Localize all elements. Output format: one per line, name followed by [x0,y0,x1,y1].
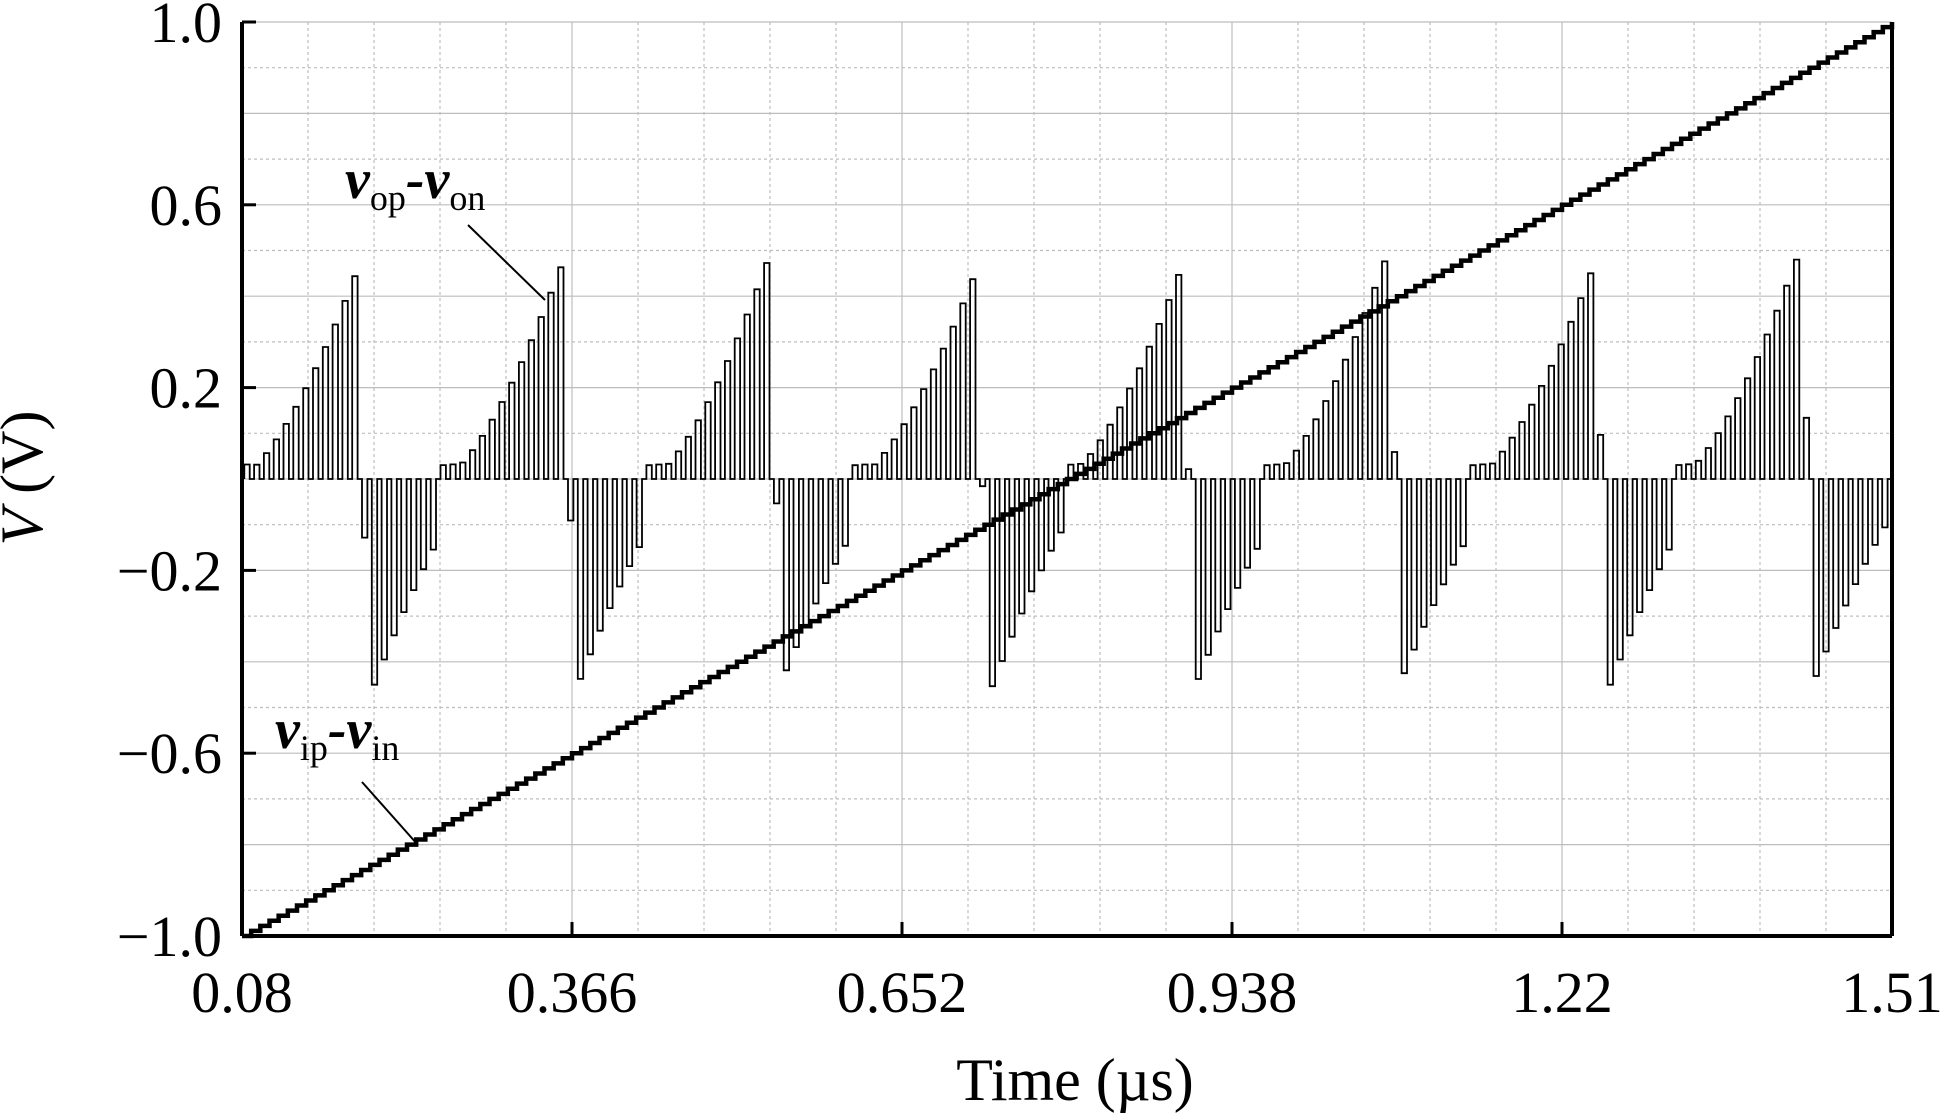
annotation-vip-vin-leader [361,781,419,846]
x-tick-label: 1.22 [1511,960,1613,1025]
y-tick-label: −0.2 [117,538,222,603]
series-vop-von [243,258,1892,688]
annotation-vop-von: vop-von [345,149,485,218]
x-tick-label: 0.938 [1167,960,1298,1025]
y-tick-label: 0.2 [150,356,223,421]
y-tick-label: 0.6 [150,173,223,238]
y-axis-label: V (V) [0,411,55,546]
x-tick-label: 0.652 [837,960,968,1025]
x-tick-label: 0.08 [191,960,293,1025]
annotation-vip-vin: vip-vin [275,699,399,768]
y-tick-label: 1.0 [150,0,223,55]
y-tick-label: −1.0 [117,904,222,969]
y-tick-label: −0.6 [117,721,222,786]
x-axis-label: Time (µs) [956,1047,1193,1113]
plot-area [242,22,1895,939]
x-tick-label: 1.51 [1841,960,1943,1025]
annotation-vop-von-leader [467,224,546,301]
tick-labels: 0.08 0.366 0.652 0.938 1.22 1.51 1.0 0.6 0.2 −0.2… [117,0,1943,1025]
x-tick-label: 0.366 [507,960,638,1025]
axes [240,20,1894,938]
